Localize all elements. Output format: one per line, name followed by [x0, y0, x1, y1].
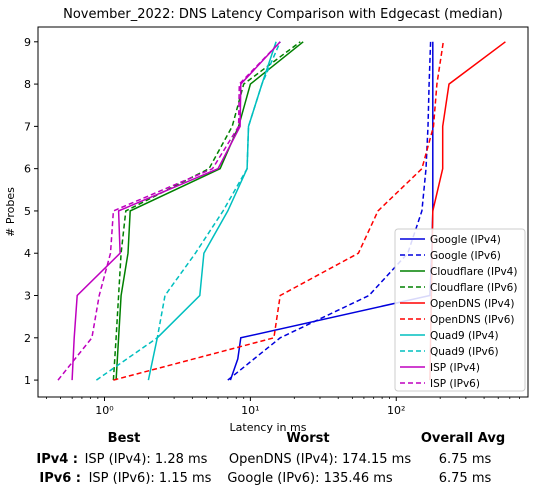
legend-box — [394, 228, 526, 392]
series-line-google-ipv6 — [227, 41, 432, 381]
chart-title: November_2022: DNS Latency Comparison wi… — [63, 7, 503, 22]
y-tick-label: 7 — [24, 120, 31, 133]
legend-entry: Google (IPv6) — [430, 250, 501, 262]
y-tick-label: 5 — [24, 205, 31, 218]
legend-entry: Cloudflare (IPv6) — [430, 282, 517, 294]
legend-entry: Quad9 (IPv4) — [430, 330, 499, 342]
series-line-isp-ipv6 — [57, 41, 281, 381]
x-tick-label: 10⁰ — [95, 404, 114, 417]
y-tick-label: 1 — [24, 374, 31, 387]
y-tick-label: 2 — [24, 332, 31, 345]
legend-entry: ISP (IPv4) — [430, 362, 480, 374]
legend-entry: Quad9 (IPv6) — [430, 346, 499, 358]
legend-entry: OpenDNS (IPv6) — [430, 314, 515, 326]
legend-entry: Google (IPv4) — [430, 234, 501, 246]
series-line-opendns-ipv6 — [113, 41, 445, 381]
legend: Google (IPv4) Google (IPv6) Cloudflare (IP… — [394, 228, 526, 392]
series-line-quad9-ipv4 — [147, 41, 277, 381]
series-line-cloudflare-ipv6 — [112, 41, 301, 381]
y-tick-label: 9 — [24, 36, 31, 49]
legend-entry: Cloudflare (IPv4) — [430, 266, 517, 278]
legend-entry: ISP (IPv6) — [430, 378, 480, 390]
y-tick-label: 6 — [24, 163, 31, 176]
series-line-isp-ipv4 — [71, 41, 281, 381]
legend-entry: OpenDNS (IPv4) — [430, 298, 515, 310]
plot-frame — [37, 26, 529, 398]
y-tick-label: 4 — [24, 247, 31, 260]
x-tick-label: 10¹ — [241, 404, 259, 417]
y-tick-label: 8 — [24, 78, 31, 91]
series-line-cloudflare-ipv4 — [115, 41, 304, 381]
ticks-layer: 10⁰ 10¹ 10² 1 2 3 4 5 6 7 8 9 — [24, 36, 520, 417]
series-line-quad9-ipv6 — [95, 41, 281, 381]
x-tick-label: 10² — [387, 404, 405, 417]
y-tick-label: 3 — [24, 290, 31, 303]
x-axis-label: Latency in ms — [230, 421, 307, 434]
series-layer — [57, 41, 506, 381]
y-axis-label: # Probes — [4, 187, 17, 237]
